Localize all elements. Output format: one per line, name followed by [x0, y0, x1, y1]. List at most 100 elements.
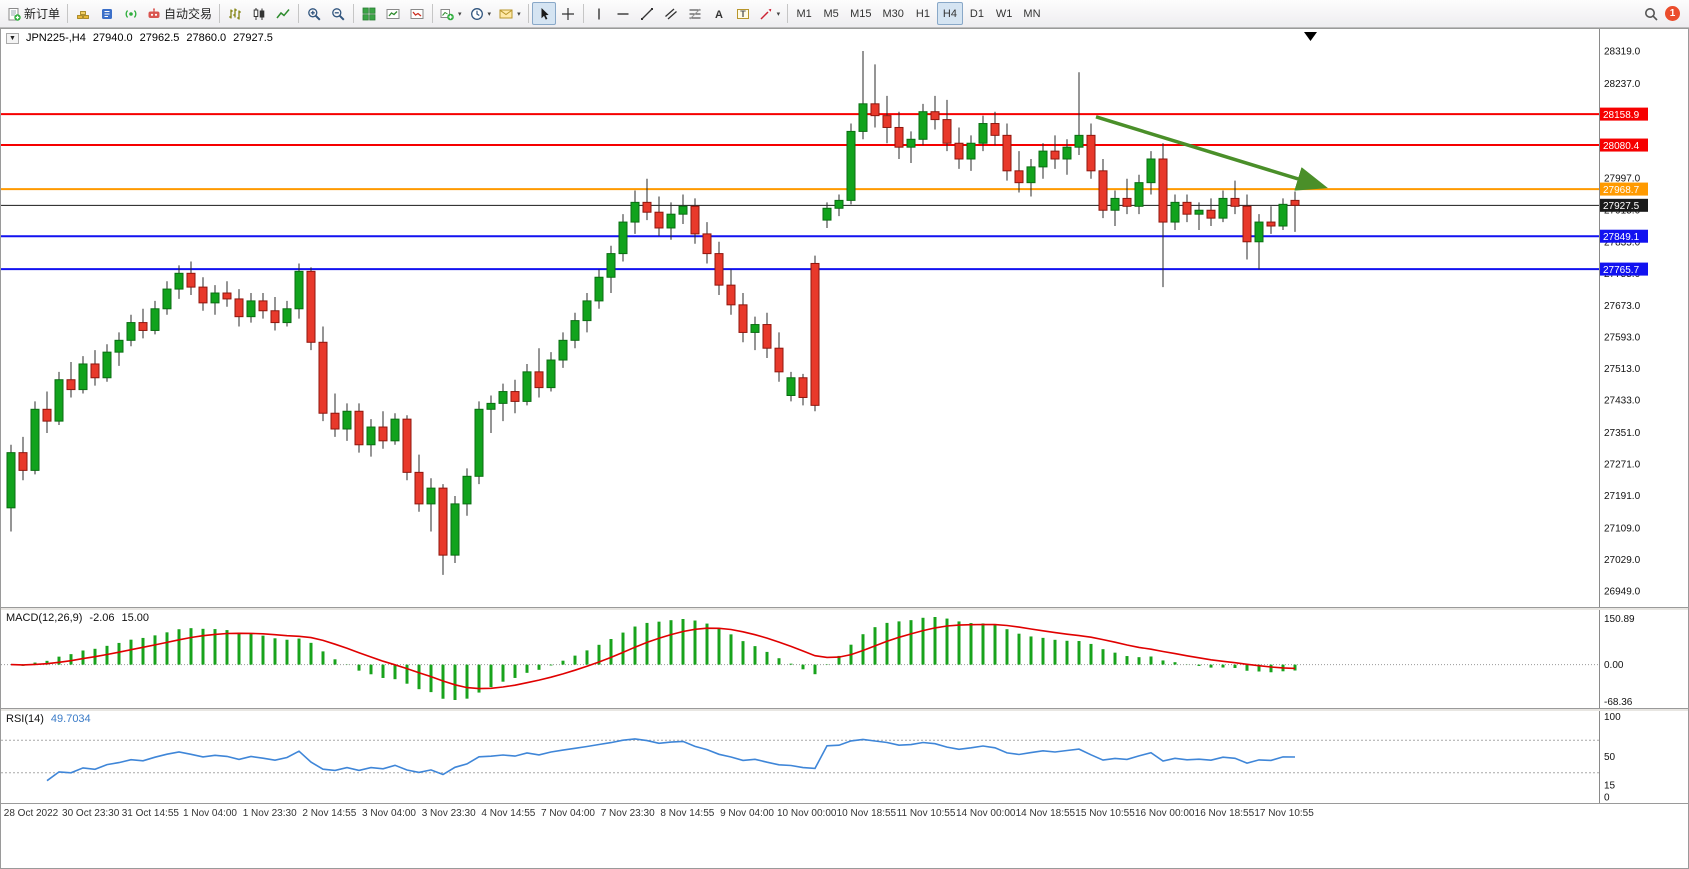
new-order-label: 新订单 — [24, 7, 61, 21]
fibonacci-button[interactable] — [683, 2, 707, 25]
horizontal-line-button[interactable] — [611, 2, 635, 25]
candle — [6, 452, 16, 509]
chevron-down-icon: ▾ — [776, 10, 781, 18]
candle — [42, 408, 52, 422]
candle — [1230, 197, 1240, 207]
macd-axis-label: 0.00 — [1604, 660, 1624, 671]
candle — [762, 324, 772, 349]
price-axis-label: 27593.0 — [1604, 333, 1641, 344]
candle — [78, 363, 88, 391]
template-icon — [499, 9, 513, 18]
svg-text:27849.1: 27849.1 — [1603, 232, 1640, 243]
rsi-value: 49.7034 — [50, 713, 91, 725]
candle — [90, 363, 100, 379]
candle — [1278, 203, 1288, 227]
new-order-button[interactable]: 新订单 — [3, 2, 64, 25]
symbol-info: ▼ JPN225-,H4 27940.0 27962.5 27860.0 279… — [6, 32, 273, 44]
chart-shift-marker[interactable] — [1304, 32, 1317, 41]
signal-icon — [125, 9, 137, 18]
timeframe-button-d1[interactable]: D1 — [964, 2, 990, 25]
time-axis[interactable]: 28 Oct 2022 30 Oct 23:30 31 Oct 14:55 1 Nov… — [1, 803, 1688, 823]
crosshair-icon — [561, 7, 574, 20]
price-badge — [1600, 229, 1648, 243]
search-button[interactable] — [1639, 2, 1663, 25]
time-axis-label: 10 Nov 00:00 — [776, 808, 837, 819]
panel-splitter[interactable] — [1, 708, 1688, 711]
zoom-out-button[interactable] — [326, 2, 350, 25]
candle — [438, 487, 448, 556]
rsi-canvas[interactable]: 100 50 15 0 — [1, 711, 1688, 803]
price-axis-label: 27029.0 — [1604, 555, 1641, 566]
candle — [1254, 221, 1264, 243]
timeframe-button-mn[interactable]: MN — [1018, 2, 1045, 25]
time-axis-label: 4 Nov 14:55 — [481, 808, 536, 819]
line-chart-button[interactable] — [271, 2, 295, 25]
vertical-line-button[interactable] — [587, 2, 611, 25]
separator — [432, 4, 434, 23]
price-axis-label: 28237.0 — [1604, 79, 1641, 90]
autotrading-icon — [148, 7, 160, 18]
macd-axis-label: 150.89 — [1604, 614, 1635, 625]
price-axis-label: 28319.0 — [1604, 47, 1641, 58]
signals-button[interactable] — [119, 2, 143, 25]
community-button[interactable] — [95, 2, 119, 25]
candle — [1242, 205, 1252, 243]
collapse-icon[interactable]: ▼ — [6, 32, 19, 44]
trendline-button[interactable] — [635, 2, 659, 25]
timeframe-button-m30[interactable]: M30 — [878, 2, 909, 25]
timeframe-button-m1[interactable]: M1 — [791, 2, 817, 25]
label-tool-button[interactable]: T — [731, 2, 755, 25]
candle — [906, 138, 916, 148]
text-tool-button[interactable]: A — [707, 2, 731, 25]
time-axis-label: 30 Oct 23:30 — [62, 808, 120, 819]
candle — [726, 284, 736, 306]
notification-badge[interactable]: 1 — [1665, 6, 1680, 21]
tile-windows-button[interactable] — [357, 2, 381, 25]
candle — [1086, 134, 1096, 172]
panel-splitter[interactable] — [1, 607, 1688, 610]
timeframe-button-h1[interactable]: H1 — [910, 2, 936, 25]
indicators-window-icon — [386, 8, 400, 19]
zoom-in-button[interactable] — [302, 2, 326, 25]
timeframe-button-h4[interactable]: H4 — [936, 2, 963, 25]
templates-button[interactable]: ▾ — [495, 2, 525, 25]
indicators-window-button[interactable] — [381, 2, 405, 25]
arrows-tool-button[interactable]: ▾ — [755, 2, 785, 25]
main-chart-canvas[interactable]: 28319.028237.027997.027915.027835.027755… — [1, 29, 1688, 607]
candle — [414, 471, 424, 505]
candle — [1266, 221, 1276, 227]
new-chart-button[interactable]: ▾ — [436, 2, 466, 25]
ohlc-close: 27927.5 — [233, 32, 273, 44]
candle — [330, 412, 340, 430]
candlestick-chart-button[interactable] — [247, 2, 271, 25]
cursor-button[interactable] — [531, 2, 556, 25]
crosshair-button[interactable] — [556, 2, 580, 25]
toolbar: 新订单 自动交易 ▾ ▾ ▾ A T ▾ M1 M5 M15 M30 H1 H4 D1 W1 M… — [0, 0, 1689, 28]
macd-canvas[interactable]: 150.89 0.00 -68.36 — [1, 610, 1688, 708]
autotrading-button[interactable]: 自动交易 — [143, 2, 216, 25]
trend-arrow[interactable] — [1095, 115, 1329, 191]
objects-window-button[interactable] — [405, 2, 429, 25]
ohlc-open: 27940.0 — [92, 32, 133, 44]
svg-text:A: A — [715, 9, 723, 21]
bar-chart-button[interactable] — [223, 2, 247, 25]
timeframe-button-m5[interactable]: M5 — [818, 2, 844, 25]
macd-signal-line — [10, 623, 1296, 690]
bottom-fill — [1, 823, 1688, 868]
price-axis-label: 27513.0 — [1604, 364, 1641, 375]
channel-button[interactable] — [659, 2, 683, 25]
candle — [54, 379, 64, 422]
horizontal-line-icon — [617, 12, 629, 15]
market-watch-button[interactable] — [71, 2, 95, 25]
candle — [522, 371, 532, 402]
timeframe-button-m15[interactable]: M15 — [845, 2, 876, 25]
time-axis-label: 28 Oct 2022 — [3, 808, 59, 819]
candle — [534, 371, 544, 389]
timeframe-button-w1[interactable]: W1 — [991, 2, 1018, 25]
candle — [186, 272, 196, 288]
candle — [402, 418, 412, 473]
macd-main-value: -2.06 — [89, 612, 115, 624]
periods-button[interactable]: ▾ — [466, 2, 496, 25]
autotrading-label: 自动交易 — [164, 7, 213, 21]
new-order-icon — [8, 7, 21, 21]
